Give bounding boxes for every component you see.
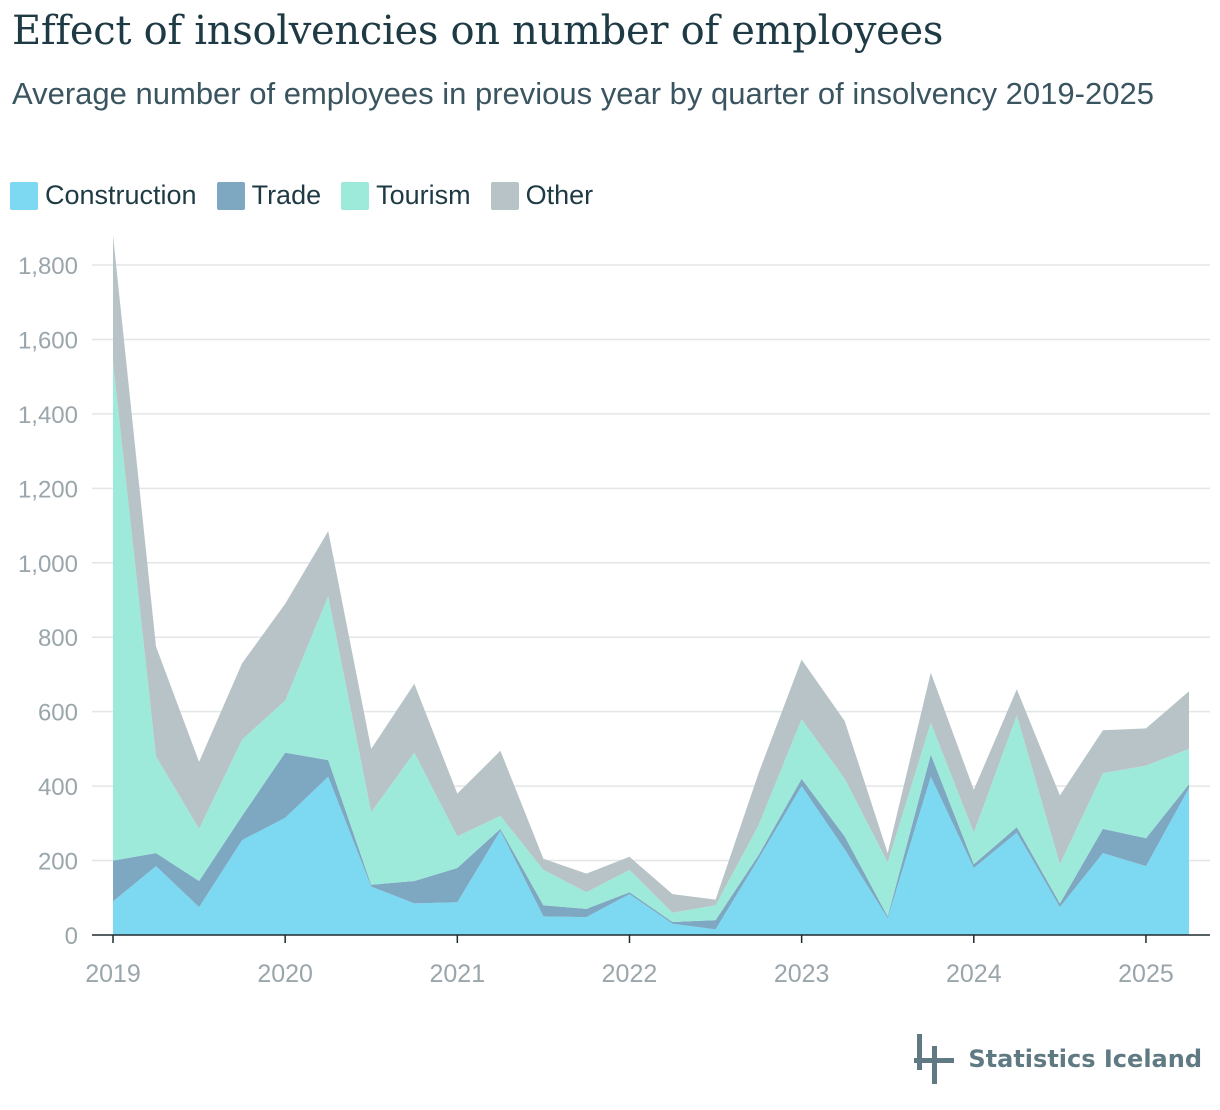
- chart-subtitle: Average number of employees in previous …: [12, 76, 1154, 111]
- x-tick-label: 2024: [946, 960, 1002, 988]
- area-tourism: [113, 361, 1189, 922]
- y-axis-ticks: 0 200 400 600 800 1,000 1,200 1,400 1,600 1,800: [18, 253, 78, 950]
- x-tick-label: 2023: [774, 960, 830, 988]
- y-tick-label: 400: [38, 774, 78, 801]
- legend-label-trade: Trade: [251, 180, 322, 210]
- stacked-area-chart: 0 200 400 600 800 1,000 1,200 1,400 1,600 1,800 2…: [18, 235, 1210, 988]
- y-tick-label: 1,400: [18, 402, 78, 429]
- area-other: [113, 235, 1189, 913]
- statistics-iceland-logo-icon: [914, 1034, 955, 1084]
- legend-swatch-trade: [216, 181, 245, 210]
- x-tick-label: 2022: [602, 960, 658, 988]
- logo-text: Statistics Iceland: [968, 1045, 1202, 1073]
- legend: Construction Trade Tourism Other: [10, 180, 613, 211]
- legend-item-other: Other: [490, 180, 594, 211]
- y-tick-label: 1,000: [18, 551, 78, 578]
- x-tick-label: 2020: [257, 960, 313, 988]
- y-tick-label: 600: [38, 700, 78, 727]
- y-tick-label: 800: [38, 625, 78, 652]
- legend-swatch-tourism: [341, 181, 370, 210]
- y-tick-label: 200: [38, 849, 78, 876]
- chart-title: Effect of insolvencies on number of empl…: [12, 8, 944, 54]
- legend-item-construction: Construction: [10, 180, 197, 211]
- legend-swatch-construction: [10, 181, 38, 210]
- y-tick-label: 1,800: [18, 253, 78, 280]
- x-axis-ticks: 2019 2020 2021 2022 2023 2024 2025: [85, 935, 1174, 988]
- legend-label-other: Other: [525, 180, 594, 210]
- legend-item-tourism: Tourism: [341, 180, 471, 211]
- y-tick-label: 1,200: [18, 476, 78, 503]
- statistics-iceland-logo: Statistics Iceland: [914, 1032, 1202, 1086]
- y-tick-label: 0: [65, 923, 78, 950]
- y-tick-label: 1,600: [18, 327, 78, 354]
- area-construction: [113, 776, 1189, 935]
- legend-label-tourism: Tourism: [376, 180, 471, 210]
- x-tick-label: 2019: [85, 960, 141, 988]
- area-series: [113, 235, 1189, 935]
- legend-swatch-other: [490, 181, 519, 210]
- x-tick-label: 2025: [1118, 960, 1174, 988]
- legend-label-construction: Construction: [45, 180, 197, 210]
- area-trade: [113, 752, 1189, 930]
- legend-item-trade: Trade: [216, 180, 322, 211]
- x-tick-label: 2021: [430, 960, 486, 988]
